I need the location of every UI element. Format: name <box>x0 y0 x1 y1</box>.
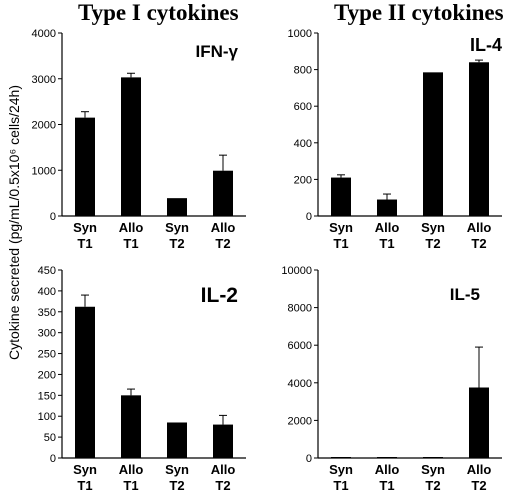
category-label: Allo T1 <box>119 220 144 251</box>
bar-2 <box>121 77 141 216</box>
y-tick-label: 4000 <box>288 378 312 390</box>
bar-2 <box>377 457 397 458</box>
category-label: Allo T2 <box>211 220 236 251</box>
y-tick-label: 3000 <box>32 74 56 86</box>
chart-panel-2: 0 200 400 600 800 1000 Syn T1 Allo T1 Syn T2 Allo T2 I… <box>288 28 502 251</box>
y-tick-label: 400 <box>294 138 312 150</box>
y-tick-label: 50 <box>44 432 56 444</box>
category-label: Allo T1 <box>375 220 400 251</box>
bar-1 <box>331 457 351 458</box>
chart-panel-4: 0 2000 4000 6000 8000 10000 Syn T1 Allo T1 Syn T2 Al… <box>281 265 502 493</box>
y-tick-label: 0 <box>50 211 56 223</box>
category-label: Allo T1 <box>119 462 144 493</box>
panel-label: IL-2 <box>201 284 238 307</box>
bar-3 <box>167 422 187 458</box>
y-tick-label: 250 <box>38 349 56 361</box>
y-tick-label: 1000 <box>288 28 312 40</box>
category-label: Syn T1 <box>329 462 353 493</box>
y-tick-label: 100 <box>38 411 56 423</box>
y-tick-label: 800 <box>294 65 312 77</box>
y-tick-label: 350 <box>38 307 56 319</box>
bar-3 <box>167 198 187 216</box>
category-label: Allo T1 <box>375 462 400 493</box>
category-label: Syn T2 <box>165 462 189 493</box>
type-ii-title: Type II cytokines <box>334 0 504 25</box>
bar-1 <box>75 306 95 458</box>
bar-4 <box>213 170 233 216</box>
category-label: Syn T2 <box>421 220 445 251</box>
y-tick-label: 0 <box>306 211 312 223</box>
category-label: Syn T1 <box>329 220 353 251</box>
y-tick-label: 300 <box>38 328 56 340</box>
category-label: Syn T1 <box>73 220 97 251</box>
y-tick-label: 600 <box>294 101 312 113</box>
chart-panel-1: 0 1000 2000 3000 4000 Syn T1 Allo T1 Syn T2 Allo T2 I… <box>32 28 246 251</box>
bar-3 <box>423 72 443 216</box>
category-label: Allo T2 <box>211 462 236 493</box>
panel-label: IL-5 <box>450 285 480 304</box>
y-tick-label: 10000 <box>281 265 312 277</box>
y-tick-label: 400 <box>38 286 56 298</box>
y-tick-label: 4000 <box>32 28 56 40</box>
chart-panel-3: 0 50 100 150 200 250 300 350 400 450 Syn T1 Allo T1 Sy… <box>38 265 246 493</box>
category-label: Syn T1 <box>73 462 97 493</box>
y-tick-label: 0 <box>306 453 312 465</box>
category-label: Allo T2 <box>467 220 492 251</box>
bar-4 <box>469 387 489 458</box>
y-tick-label: 200 <box>38 369 56 381</box>
y-tick-label: 0 <box>50 453 56 465</box>
y-tick-label: 8000 <box>288 303 312 315</box>
bar-4 <box>469 62 489 216</box>
category-label: Syn T2 <box>421 462 445 493</box>
bar-4 <box>213 424 233 458</box>
bar-2 <box>121 395 141 458</box>
panel-label: IFN-γ <box>196 42 239 61</box>
y-tick-label: 450 <box>38 265 56 277</box>
y-tick-label: 2000 <box>288 415 312 427</box>
bar-1 <box>75 117 95 216</box>
category-label: Syn T2 <box>165 220 189 251</box>
y-tick-label: 150 <box>38 390 56 402</box>
type-i-title: Type I cytokines <box>78 0 239 25</box>
bar-3 <box>423 457 443 458</box>
y-tick-label: 1000 <box>32 165 56 177</box>
y-tick-label: 6000 <box>288 340 312 352</box>
y-tick-label: 2000 <box>32 120 56 132</box>
y-tick-label: 200 <box>294 174 312 186</box>
bar-2 <box>377 199 397 216</box>
panel-label: IL-4 <box>470 35 502 55</box>
bar-1 <box>331 177 351 216</box>
category-label: Allo T2 <box>467 462 492 493</box>
